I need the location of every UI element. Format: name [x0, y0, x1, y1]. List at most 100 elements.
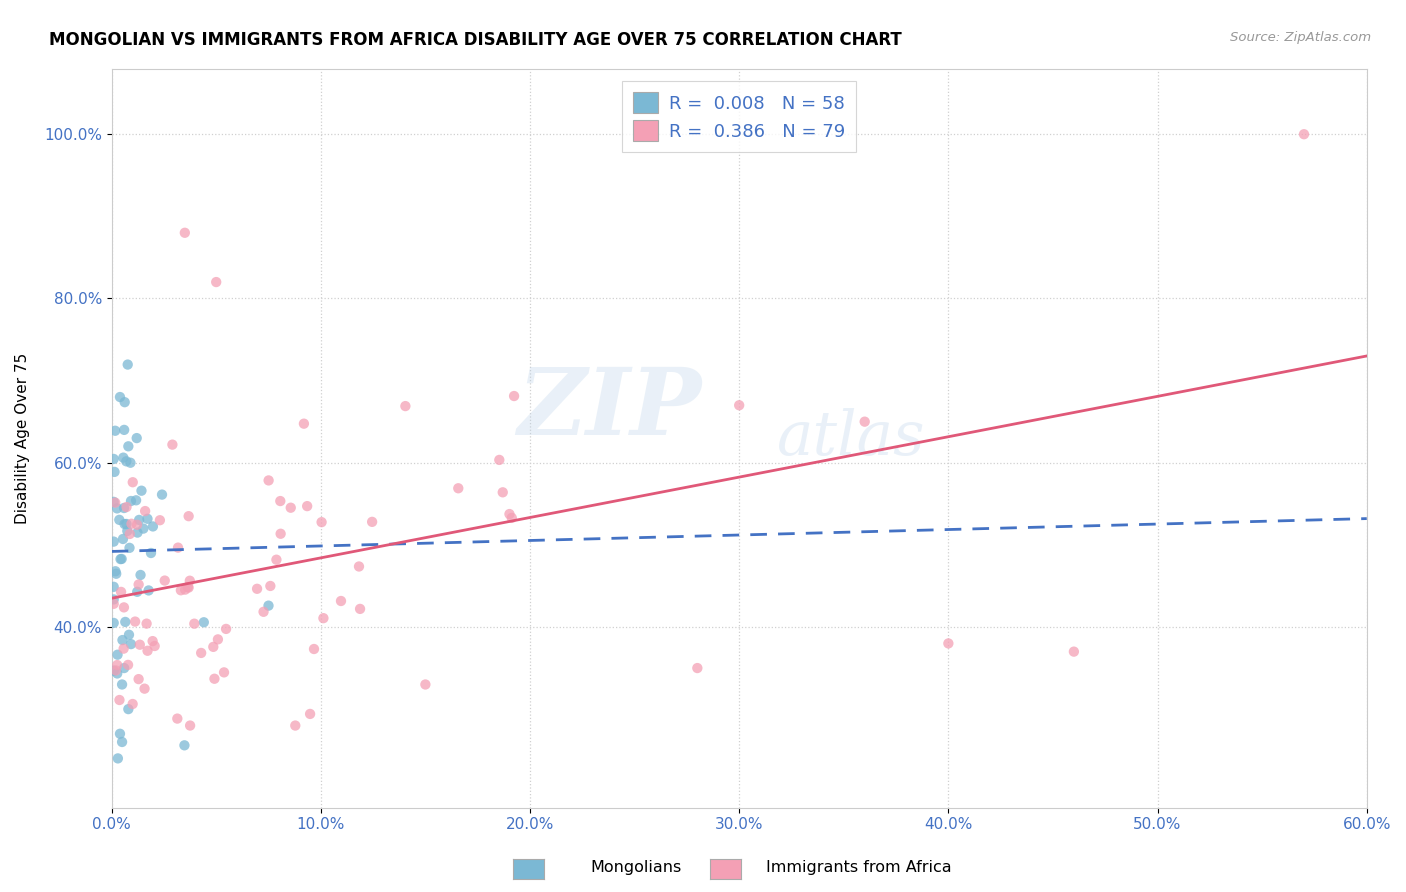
Point	[259, 579, 281, 593]
Point	[105, 566, 128, 581]
Point	[302, 642, 325, 657]
Point	[108, 513, 131, 527]
Point	[136, 644, 159, 658]
Point	[361, 515, 384, 529]
Point	[128, 513, 150, 527]
Point	[132, 522, 155, 536]
Point	[295, 499, 318, 513]
Point	[252, 605, 274, 619]
Point	[114, 517, 136, 532]
Point	[117, 702, 139, 716]
Text: Immigrants from Africa: Immigrants from Africa	[766, 861, 952, 875]
Point	[143, 639, 166, 653]
Point	[330, 594, 353, 608]
Text: MONGOLIAN VS IMMIGRANTS FROM AFRICA DISABILITY AGE OVER 75 CORRELATION CHART: MONGOLIAN VS IMMIGRANTS FROM AFRICA DISA…	[49, 31, 903, 49]
Point	[284, 718, 307, 732]
Point	[280, 500, 302, 515]
Point	[139, 546, 162, 560]
Point	[149, 513, 172, 527]
Point	[488, 453, 510, 467]
Text: Source: ZipAtlas.com: Source: ZipAtlas.com	[1230, 31, 1371, 45]
Point	[212, 665, 235, 680]
Point	[107, 751, 129, 765]
Point	[118, 541, 141, 555]
Point	[177, 580, 200, 594]
Point	[312, 611, 335, 625]
Point	[150, 487, 173, 501]
Point	[103, 664, 125, 678]
Point	[193, 615, 215, 630]
Point	[105, 666, 128, 681]
Point	[103, 597, 125, 611]
Point	[204, 672, 226, 686]
Text: ZIP: ZIP	[517, 364, 702, 453]
Point	[111, 552, 134, 566]
Point	[127, 584, 149, 599]
Point	[134, 504, 156, 518]
Point	[118, 527, 141, 541]
Point	[170, 583, 193, 598]
Point	[153, 574, 176, 588]
Point	[394, 399, 416, 413]
Point	[120, 456, 142, 470]
Point	[128, 577, 150, 591]
Point	[190, 646, 212, 660]
Point	[124, 615, 146, 629]
Point	[136, 512, 159, 526]
Point	[174, 582, 197, 597]
Point	[112, 661, 135, 675]
Point	[120, 637, 142, 651]
Point	[117, 439, 139, 453]
Point	[125, 517, 148, 532]
Point	[142, 634, 165, 648]
Point	[103, 452, 125, 467]
Point	[112, 423, 135, 437]
Text: atlas: atlas	[778, 409, 925, 468]
Point	[135, 616, 157, 631]
Point	[125, 493, 148, 508]
Point	[853, 415, 876, 429]
Point	[166, 712, 188, 726]
Point	[112, 600, 135, 615]
Point	[270, 526, 292, 541]
Point	[103, 534, 125, 549]
Point	[103, 615, 125, 630]
Point	[112, 641, 135, 656]
Point	[115, 454, 138, 468]
Point	[205, 275, 228, 289]
Point	[110, 585, 132, 599]
Point	[498, 507, 520, 521]
Point	[129, 568, 152, 582]
Point	[292, 417, 315, 431]
Point	[128, 672, 150, 686]
Point	[177, 581, 200, 595]
Y-axis label: Disability Age Over 75: Disability Age Over 75	[15, 352, 30, 524]
Point	[115, 500, 138, 514]
Point	[347, 559, 370, 574]
Point	[121, 475, 143, 490]
Point	[127, 525, 149, 540]
Point	[111, 532, 134, 546]
Point	[215, 622, 238, 636]
Point	[162, 437, 184, 451]
Point	[120, 494, 142, 508]
Point	[179, 574, 201, 588]
Point	[257, 599, 280, 613]
Point	[117, 358, 139, 372]
Point	[167, 541, 190, 555]
Point	[103, 580, 125, 594]
Point	[173, 739, 195, 753]
Point	[1292, 127, 1315, 141]
Point	[111, 633, 134, 648]
Point	[246, 582, 269, 596]
Point	[183, 616, 205, 631]
Point	[266, 552, 288, 566]
Point	[138, 583, 160, 598]
Point	[501, 511, 523, 525]
Point	[117, 657, 139, 672]
Point	[257, 474, 280, 488]
Text: Mongolians: Mongolians	[591, 861, 682, 875]
Point	[492, 485, 515, 500]
Point	[173, 226, 195, 240]
Point	[114, 615, 136, 629]
